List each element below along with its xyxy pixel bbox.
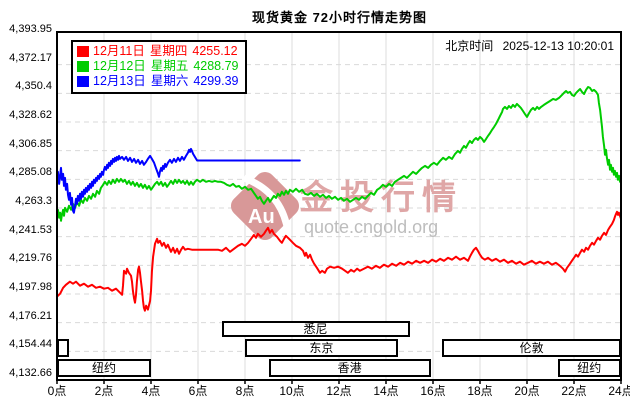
x-axis-label: 8点 xyxy=(235,384,255,398)
legend-item: 12月11日 星期四 4255.12 xyxy=(77,44,239,59)
y-axis-label: 4,372.17 xyxy=(9,51,52,64)
y-axis-label: 4,263.3 xyxy=(15,195,52,207)
session-bar xyxy=(57,339,69,357)
x-axis-label: 24点 xyxy=(608,384,630,398)
y-axis-label: 4,350.4 xyxy=(15,80,52,93)
y-axis-label: 4,154.44 xyxy=(9,338,52,351)
beijing-time: 北京时间 2025-12-13 10:20:01 xyxy=(439,37,614,54)
session-bar-纽约: 纽约 xyxy=(557,359,621,377)
session-bar-东京: 东京 xyxy=(245,339,398,357)
y-axis-label: 4,241.53 xyxy=(9,223,52,236)
x-axis-label: 4点 xyxy=(141,384,161,398)
legend-date: 12月13日 xyxy=(93,74,146,88)
x-axis-label: 22点 xyxy=(561,384,587,398)
legend-weekday: 星期五 xyxy=(150,59,189,73)
y-axis-label: 4,176.21 xyxy=(9,309,52,322)
legend-date: 12月12日 xyxy=(93,59,146,73)
beijing-time-label: 北京时间 xyxy=(445,39,494,53)
y-axis-label: 4,328.62 xyxy=(9,109,52,121)
data-series xyxy=(56,86,622,312)
legend-swatch-green xyxy=(77,61,89,72)
x-axis-label: 14点 xyxy=(373,384,399,398)
page-title: 现货黄金 72小时行情走势图 xyxy=(251,10,428,25)
x-axis-label: 20点 xyxy=(514,384,540,398)
legend-swatch-blue xyxy=(77,76,89,87)
legend-price: 4255.12 xyxy=(192,44,238,58)
plot-border xyxy=(56,31,622,384)
legend-weekday: 星期六 xyxy=(150,74,189,88)
x-axis-label: 2点 xyxy=(94,384,114,398)
series-line-2 xyxy=(56,147,301,214)
x-axis-label: 0点 xyxy=(47,384,67,398)
beijing-time-value: 2025-12-13 10:20:01 xyxy=(502,39,614,53)
session-bar-悉尼: 悉尼 xyxy=(221,321,410,337)
legend: 12月11日 星期四 4255.12 12月12日 星期五 4288.79 12… xyxy=(71,40,247,94)
legend-weekday: 星期四 xyxy=(149,44,188,58)
x-axis-label: 10点 xyxy=(279,384,305,398)
y-axis-label: 4,132.66 xyxy=(9,367,52,379)
logo-au-text: Au xyxy=(248,206,275,228)
legend-swatch-red xyxy=(77,46,89,57)
legend-price: 4288.79 xyxy=(193,59,239,73)
watermark: Au 金投行情 quote.cngold.org xyxy=(230,171,463,241)
legend-price: 4299.39 xyxy=(193,74,239,88)
x-axis-label: 18点 xyxy=(467,384,493,398)
x-axis-label: 12点 xyxy=(326,384,352,398)
series-line-1 xyxy=(56,86,622,222)
x-axis-label: 16点 xyxy=(420,384,446,398)
x-axis-label: 6点 xyxy=(188,384,208,398)
y-axis-label: 4,306.85 xyxy=(9,137,52,150)
legend-item: 12月13日 星期六 4299.39 xyxy=(77,74,239,89)
session-bar-纽约: 纽约 xyxy=(57,359,151,377)
watermark-url-text: quote.cngold.org xyxy=(304,217,438,237)
session-bar-伦敦: 伦敦 xyxy=(442,339,621,357)
watermark-brand-text: 金投行情 xyxy=(298,178,463,217)
y-axis-label: 4,197.98 xyxy=(9,281,52,293)
y-axis-label: 4,393.95 xyxy=(9,23,52,35)
y-axis-label: 4,285.08 xyxy=(9,166,52,179)
session-bar-香港: 香港 xyxy=(268,359,431,377)
legend-item: 12月12日 星期五 4288.79 xyxy=(77,59,239,74)
y-axis-label: 4,219.76 xyxy=(9,252,52,265)
series-line-0 xyxy=(56,210,622,312)
legend-date: 12月11日 xyxy=(93,44,145,58)
